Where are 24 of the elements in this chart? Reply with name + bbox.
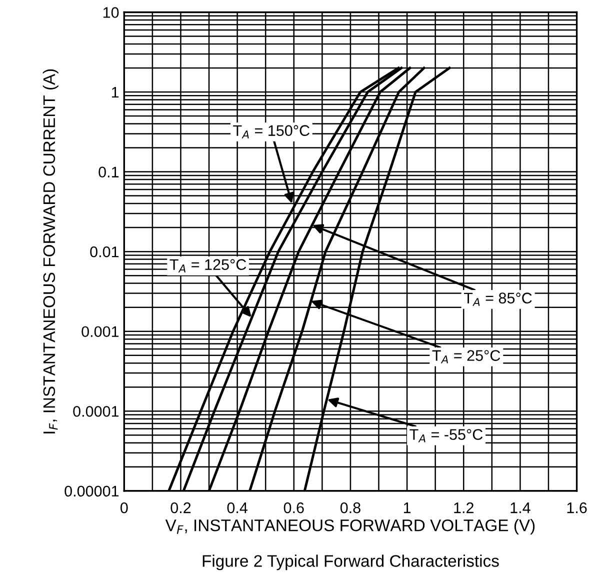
y-tick-label: 0.001 xyxy=(82,326,119,338)
x-axis-title: V$_{F}$, INSTANTANEOUS FORWARD VOLTAGE (V) xyxy=(165,519,535,535)
y-tick-label: 0.00001 xyxy=(64,486,119,497)
y-tick-label: 0.0001 xyxy=(73,406,119,417)
y-tick-label: 0.01 xyxy=(90,246,119,258)
y-tick-label: 0.1 xyxy=(98,166,119,178)
caption: Figure 2 Typical Forward Characteristics xyxy=(202,554,499,570)
x-tick-label: 0.8 xyxy=(340,502,360,514)
x-tick-label: 0.4 xyxy=(227,502,248,514)
x-tick-label: 1.6 xyxy=(567,502,587,514)
annotation: T$_{A}$ = 125°C xyxy=(170,259,246,272)
annotation: T$_{A}$ = 150°C xyxy=(233,125,310,138)
x-tick-label: 1.2 xyxy=(454,502,474,514)
y-axis-title: I$_{F}$, INSTANTANEOUS FORWARD CURRENT (A) xyxy=(42,69,58,434)
x-tick-label: 1 xyxy=(404,502,411,514)
x-tick-label: 0.6 xyxy=(284,502,304,514)
x-tick-label: 1.4 xyxy=(510,502,530,514)
x-tick-label: 0.2 xyxy=(170,502,191,514)
annotation: T$_{A}$ = 85°C xyxy=(464,292,532,306)
y-tick-label: 1 xyxy=(112,87,119,98)
annotation: T$_{A}$ = -55°C xyxy=(410,429,483,442)
y-tick-label: 10 xyxy=(103,7,119,18)
x-tick-label: 0 xyxy=(120,502,128,514)
annotation: T$_{A}$ = 25°C xyxy=(432,350,500,364)
